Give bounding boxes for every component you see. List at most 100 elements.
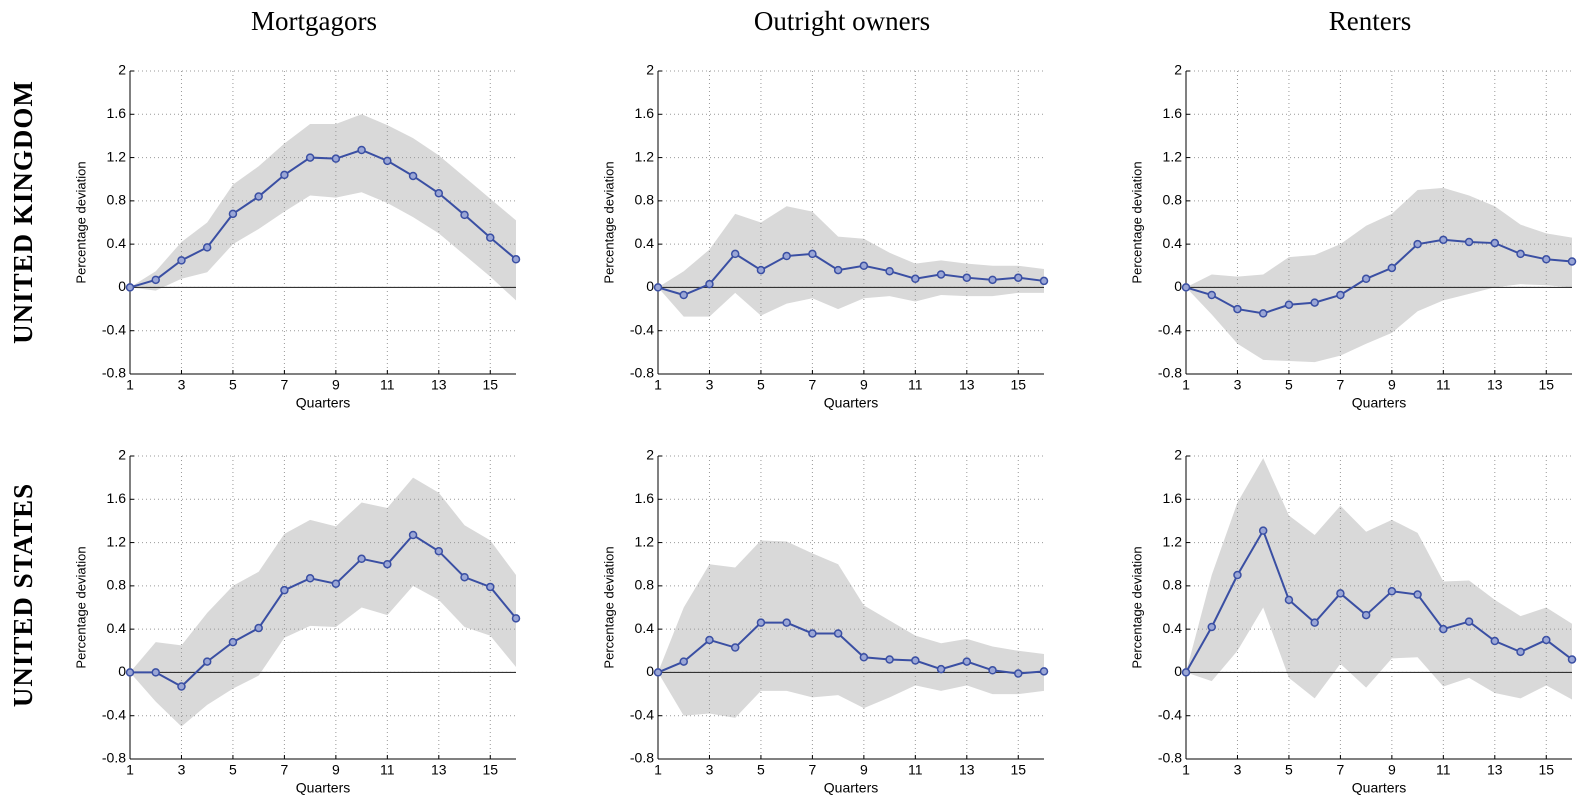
point — [305, 153, 315, 162]
x-tick-label: 3 — [1234, 762, 1242, 778]
x-tick-label: 1 — [1182, 377, 1190, 393]
x-tick-label: 15 — [1010, 377, 1026, 393]
x-tick-label: 11 — [1436, 762, 1451, 778]
line — [1185, 238, 1573, 315]
y-tick-label: 0.8 — [1163, 577, 1183, 593]
point — [730, 643, 740, 652]
x-axis-label: Quarters — [824, 780, 878, 796]
x-tick-label: 9 — [860, 762, 868, 778]
y-tick-label: 2 — [1174, 447, 1182, 463]
point — [782, 251, 791, 261]
point — [1361, 610, 1371, 620]
y-tick-label: 2 — [646, 62, 654, 78]
point — [833, 265, 843, 275]
x-tick-label: 3 — [1234, 377, 1242, 393]
point — [756, 618, 766, 627]
x-tick-label: 7 — [809, 377, 817, 393]
row-title: UNITED STATES — [8, 483, 38, 707]
panel: -0.8-0.400.40.81.21.621 3 5 7 9 11 13 15Quarter… — [1129, 447, 1577, 796]
y-axis-label: Percentage deviation — [601, 546, 616, 668]
panel: -0.8-0.400.40.81.21.621 3 5 7 9 11 13 15Quarter… — [1129, 62, 1577, 411]
point — [228, 637, 238, 647]
y-axis-label: Percentage deviation — [601, 161, 616, 283]
point — [936, 664, 946, 674]
x-tick-label: 7 — [281, 377, 289, 393]
point — [125, 283, 135, 292]
point — [486, 582, 495, 592]
point — [1310, 618, 1319, 627]
column-title: Renters — [1329, 6, 1411, 36]
point — [434, 189, 444, 198]
point — [408, 171, 418, 181]
point — [1284, 300, 1294, 309]
row-title: UNITED KINGDOM — [8, 80, 38, 344]
point — [1336, 589, 1345, 598]
point — [679, 290, 688, 300]
point — [1439, 624, 1448, 634]
y-axis-label: Percentage deviation — [73, 546, 88, 668]
y-tick-label: -0.4 — [102, 706, 126, 722]
x-tick-label: 15 — [1010, 762, 1026, 778]
x-tick-label: 3 — [706, 377, 714, 393]
x-tick-label: 9 — [332, 762, 340, 778]
x-axis-label: Quarters — [296, 395, 350, 411]
point — [1361, 274, 1371, 284]
x-tick-label: 13 — [959, 377, 975, 393]
x-tick-label: 1 — [654, 762, 662, 778]
confidence-band — [1186, 458, 1572, 700]
x-tick-label: 5 — [229, 762, 237, 778]
point — [151, 275, 160, 285]
point — [408, 530, 418, 540]
point — [460, 210, 469, 220]
y-tick-label: 0.8 — [635, 192, 655, 208]
y-tick-label: 2 — [118, 62, 126, 78]
x-tick-label: 3 — [178, 762, 186, 778]
x-tick-label: 1 — [1182, 762, 1190, 778]
point — [1014, 669, 1023, 678]
point — [756, 265, 766, 275]
y-tick-label: -0.4 — [630, 321, 654, 337]
x-axis-label: Quarters — [1352, 395, 1406, 411]
point — [125, 668, 135, 677]
point — [705, 635, 714, 645]
point — [1439, 235, 1448, 245]
point — [1233, 304, 1242, 314]
point — [1258, 526, 1268, 535]
y-tick-label: 0.8 — [107, 192, 127, 208]
point — [383, 559, 392, 569]
y-tick-label: 0 — [646, 663, 654, 679]
y-tick-label: 1.6 — [635, 490, 655, 506]
point — [383, 156, 392, 166]
x-tick-label: 5 — [757, 762, 765, 778]
y-tick-label: 1.2 — [1163, 148, 1183, 164]
y-tick-label: -0.8 — [102, 750, 126, 766]
point — [486, 233, 495, 242]
point — [885, 655, 894, 664]
x-tick-label: 7 — [1337, 762, 1345, 778]
y-tick-label: -0.8 — [1158, 750, 1182, 766]
x-tick-label: 15 — [1538, 762, 1554, 778]
y-tick-label: 1.6 — [107, 105, 127, 121]
point — [911, 274, 920, 284]
point — [1181, 283, 1191, 292]
y-tick-label: 0.4 — [107, 235, 127, 251]
x-tick-label: 11 — [1436, 377, 1451, 393]
point — [1233, 570, 1242, 580]
y-tick-label: 0.4 — [1163, 620, 1183, 636]
x-tick-label: 1 — [126, 377, 134, 393]
panel: -0.8-0.400.40.81.21.621 3 5 7 9 11 13 15Quarter… — [601, 62, 1049, 411]
line — [129, 148, 517, 289]
y-tick-label: -0.8 — [1158, 365, 1182, 381]
point — [808, 249, 817, 259]
point — [254, 192, 263, 201]
x-tick-label: 13 — [959, 762, 975, 778]
y-tick-label: 0.8 — [635, 577, 655, 593]
point — [1516, 249, 1525, 259]
y-axis-label: Percentage deviation — [1129, 546, 1144, 668]
point — [705, 279, 714, 289]
point — [885, 266, 894, 276]
y-tick-label: 1.2 — [1163, 533, 1183, 549]
x-tick-label: 9 — [1388, 762, 1396, 778]
point — [1464, 237, 1474, 247]
